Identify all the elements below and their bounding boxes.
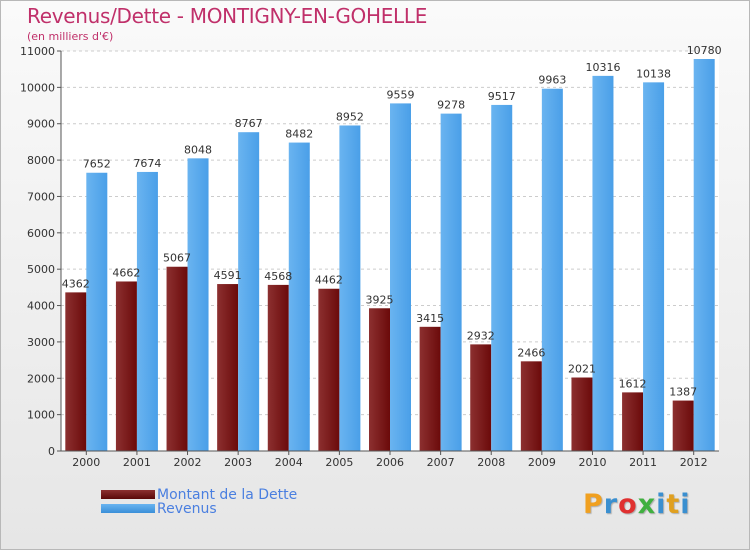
data-label-debt: 2466 [517, 346, 545, 359]
x-tick-label: 2007 [427, 456, 455, 469]
data-label-debt: 3415 [416, 312, 444, 325]
bar-revenue [693, 59, 715, 451]
bar-revenue [390, 103, 411, 452]
x-tick-label: 2004 [275, 456, 303, 469]
x-tick-label: 2010 [578, 456, 606, 469]
data-label-revenue: 9559 [387, 88, 415, 101]
data-label-revenue: 10780 [687, 44, 722, 57]
bar-debt [166, 266, 188, 451]
data-label-revenue: 8767 [235, 117, 263, 130]
bar-revenue [592, 75, 614, 451]
legend-label-debt: Montant de la Dette [157, 487, 298, 503]
bar-debt [470, 344, 492, 451]
y-tick-label: 11000 [20, 45, 55, 58]
y-tick-label: 1000 [27, 409, 55, 422]
bar-debt [571, 377, 593, 451]
y-tick-label: 4000 [27, 300, 55, 313]
data-label-revenue: 7652 [83, 158, 111, 171]
y-tick-label: 0 [48, 445, 55, 458]
bar-revenue [187, 158, 209, 451]
bar-debt [369, 308, 390, 451]
data-label-revenue: 9278 [437, 99, 465, 112]
data-label-debt: 4662 [112, 266, 140, 279]
x-tick-label: 2003 [224, 456, 252, 469]
data-label-revenue: 10316 [585, 61, 620, 74]
bar-revenue [86, 172, 108, 451]
legend-swatch-revenue [101, 504, 155, 513]
bar-debt [217, 284, 239, 451]
x-tick-label: 2005 [325, 456, 353, 469]
bar-revenue [440, 113, 462, 452]
data-label-revenue: 10138 [636, 67, 671, 80]
data-label-debt: 2021 [568, 363, 596, 376]
logo-letter: i [656, 489, 667, 520]
y-tick-label: 6000 [27, 227, 55, 240]
x-tick-label: 2011 [629, 456, 657, 469]
legend-label-revenue: Revenus [157, 501, 217, 517]
bar-debt [267, 284, 289, 451]
bar-revenue [339, 125, 361, 452]
data-label-revenue: 9517 [488, 90, 516, 103]
logo-letter: o [618, 489, 638, 520]
legend-swatch-debt [101, 490, 155, 499]
y-tick-label: 3000 [27, 336, 55, 349]
x-tick-label: 2000 [72, 456, 100, 469]
proxiti-logo: Proxiti [583, 489, 691, 520]
y-tick-label: 7000 [27, 190, 55, 203]
y-tick-label: 10000 [20, 81, 55, 94]
bar-debt [318, 288, 340, 451]
labels-layer: 4362 7652 4662 7674 5067 8048 4591 8767 4568 8482… [62, 44, 722, 399]
bar-revenue [238, 132, 260, 451]
data-label-debt: 3925 [366, 293, 394, 306]
y-tick-label: 5000 [27, 263, 55, 276]
chart-title: Revenus/Dette - MONTIGNY-EN-GOHELLE [27, 4, 428, 28]
bar-revenue [136, 171, 158, 452]
bar-debt [622, 392, 644, 451]
axis-layer: 0 1000 2000 3000 4000 5000 6000 7000 8000 9000 100… [20, 45, 719, 469]
data-label-debt: 5067 [163, 252, 191, 265]
bar-debt [115, 281, 137, 451]
data-label-revenue: 8048 [184, 143, 212, 156]
logo-letter: r [603, 489, 619, 520]
bar-revenue [541, 88, 563, 451]
bars-layer [65, 59, 715, 452]
bar-debt [520, 361, 542, 451]
bar-debt [672, 400, 694, 451]
logo-letter: P [583, 489, 604, 520]
data-label-debt: 4362 [62, 277, 90, 290]
logo-letter: x [637, 489, 657, 520]
data-label-revenue: 7674 [133, 157, 161, 170]
logo-letter: i [680, 489, 691, 520]
data-label-revenue: 9963 [538, 74, 566, 87]
bar-debt [419, 326, 441, 451]
data-label-debt: 4568 [264, 270, 292, 283]
chart-subtitle: (en milliers d'€) [27, 30, 114, 43]
data-label-debt: 4462 [315, 274, 343, 287]
y-tick-label: 8000 [27, 154, 55, 167]
x-tick-label: 2001 [123, 456, 151, 469]
data-label-revenue: 8952 [336, 110, 364, 123]
y-tick-label: 9000 [27, 118, 55, 131]
x-tick-label: 2008 [477, 456, 505, 469]
bar-revenue [288, 142, 310, 451]
data-label-debt: 1612 [619, 377, 647, 390]
data-label-debt: 1387 [669, 386, 697, 399]
x-tick-label: 2012 [680, 456, 708, 469]
bar-revenue [643, 82, 665, 451]
data-label-revenue: 8482 [285, 128, 313, 141]
x-tick-label: 2002 [174, 456, 202, 469]
logo-letter: t [666, 489, 681, 520]
data-label-debt: 4591 [214, 269, 242, 282]
x-tick-label: 2009 [528, 456, 556, 469]
bar-debt [65, 292, 87, 451]
data-label-debt: 2932 [467, 329, 495, 342]
x-tick-label: 2006 [376, 456, 404, 469]
bar-revenue [491, 104, 513, 451]
y-tick-label: 2000 [27, 372, 55, 385]
